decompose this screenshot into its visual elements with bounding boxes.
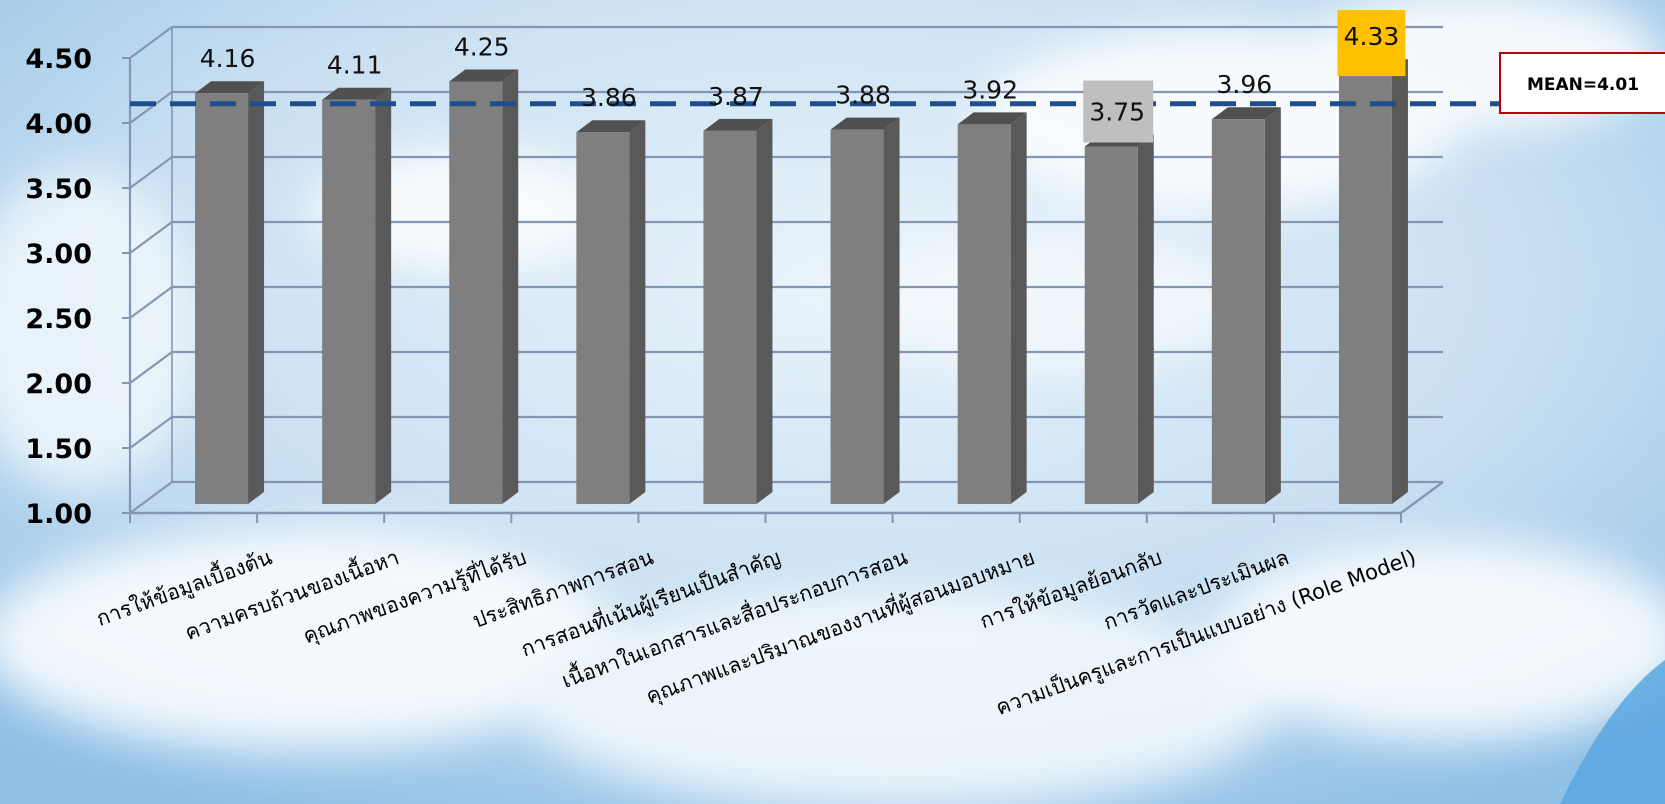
gridline-diag: [129, 91, 173, 124]
bar-front: [195, 93, 249, 504]
data-label: 3.87: [708, 82, 764, 111]
bar-top: [576, 120, 646, 133]
gridline-diag: [129, 156, 173, 189]
data-label: 3.92: [962, 75, 1018, 104]
min-highlight-box: [1083, 80, 1154, 143]
bar-top: [1211, 107, 1281, 120]
gridline-diag: [129, 351, 173, 384]
bar-side: [248, 81, 265, 504]
bar-side: [502, 69, 519, 504]
bar-front: [1211, 119, 1265, 504]
data-label: 4.16: [200, 44, 256, 73]
bar-front: [703, 130, 757, 504]
y-tick-label: 4.50: [25, 44, 92, 75]
mean-line-group: MEAN=4.01: [130, 52, 1665, 114]
bar: [957, 112, 1027, 505]
data-label: 3.75: [1089, 98, 1145, 127]
data-label: 3.96: [1217, 70, 1273, 99]
bar-top: [830, 117, 900, 130]
bar: [1338, 59, 1408, 504]
y-tick-label: 3.50: [25, 174, 92, 205]
bar-side: [1137, 134, 1154, 504]
gridline-diag: [129, 286, 173, 319]
bars: [195, 59, 1408, 505]
mean-label: MEAN=4.01: [1527, 75, 1639, 95]
bar: [195, 81, 265, 504]
bar-front: [322, 99, 376, 504]
data-label: 3.88: [835, 81, 891, 110]
gridline-diag: [129, 26, 173, 59]
y-tick-label: 2.50: [25, 304, 92, 335]
data-label: 4.25: [454, 33, 510, 62]
bar-side: [883, 117, 900, 504]
y-tick-label: 2.00: [25, 369, 92, 400]
data-label: 4.11: [327, 51, 383, 80]
bar-front: [576, 132, 630, 504]
bar-side: [1010, 112, 1027, 505]
bar: [830, 117, 900, 504]
bar-side: [1391, 59, 1408, 504]
y-tick-label: 4.00: [25, 109, 92, 140]
bar-side: [1264, 107, 1281, 504]
bar-front: [1084, 146, 1138, 504]
gridline-diag: [129, 221, 173, 254]
y-axis: 1.00 1.50 2.00 2.50 3.00 3.50 4.00 4.50: [25, 44, 130, 530]
bar: [1211, 107, 1281, 504]
bar: [449, 69, 519, 504]
bar-front: [957, 124, 1011, 505]
data-label: 4.33: [1344, 22, 1400, 51]
y-tick-label: 1.50: [25, 434, 92, 465]
floor-edge-right: [1400, 481, 1444, 514]
bar-side: [756, 118, 773, 505]
data-labels: 4.16 4.11 4.25 3.86 3.87 3.88 3.92 3.75 3.96 4.33: [200, 10, 1406, 143]
gridline-diag: [129, 481, 173, 514]
bar-top: [322, 87, 392, 100]
bar: [322, 87, 392, 504]
bar: [1084, 134, 1154, 504]
bar-front: [449, 81, 503, 504]
data-label: 3.86: [581, 83, 637, 112]
bar-side: [375, 87, 392, 504]
bar-front: [1338, 71, 1392, 504]
mean-label-box: [1499, 52, 1665, 114]
corner-swoosh: [1560, 660, 1665, 804]
bar-top: [449, 69, 519, 82]
bar-front: [830, 129, 884, 504]
bar: [576, 120, 646, 504]
bar-side: [629, 120, 646, 504]
y-tick-label: 1.00: [25, 499, 92, 530]
y-tick-label: 3.00: [25, 239, 92, 270]
max-highlight-box: [1337, 10, 1406, 77]
bar-top: [703, 118, 773, 131]
gridline-diag: [129, 416, 173, 449]
bar-top: [195, 81, 265, 94]
bar-top: [957, 112, 1027, 125]
bar: [703, 118, 773, 505]
